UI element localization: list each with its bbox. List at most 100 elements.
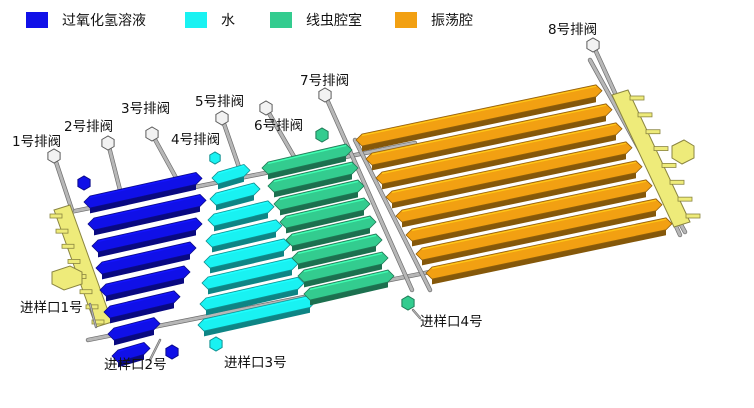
outlet-right-manifold-tooth	[669, 179, 685, 185]
inlet-label-3: 进样口3号	[224, 355, 287, 371]
hydrogen-peroxide-chamber-2-side	[94, 206, 200, 236]
worm-chamber-1-side	[268, 156, 346, 180]
legend-swatch-oscillation-chamber	[395, 12, 417, 28]
worm-chamber-5-highlight	[291, 216, 371, 237]
hydrogen-peroxide-chamber-6-highlight	[109, 291, 175, 309]
inlet-3-cap	[209, 336, 223, 352]
worm-chamber-1-highlight	[267, 144, 347, 165]
legend-item-worm-chamber: 线虫腔室	[270, 10, 362, 30]
water-chamber-6-side	[208, 269, 292, 295]
legend-label-hydrogen-peroxide: 过氧化氢溶液	[62, 13, 146, 29]
water-chamber-6-highlight	[207, 258, 293, 280]
valve-label-7: 7号排阀	[300, 73, 350, 89]
water-chamber-5-highlight	[209, 239, 285, 259]
inlet-cap-blue-top	[77, 175, 91, 191]
hydrogen-peroxide-chamber-8	[111, 341, 151, 363]
water-chamber-3	[207, 200, 275, 227]
valve-stem-5	[264, 106, 298, 162]
water-chamber-1	[211, 163, 251, 185]
outlet-right-port	[671, 139, 695, 165]
valve-stem-4	[220, 116, 242, 172]
inlet-1-manifold-tooth	[67, 259, 81, 264]
worm-chamber-8-highlight	[309, 270, 389, 291]
oscillation-chamber-5	[395, 160, 643, 223]
inlet-4-leader	[412, 309, 421, 319]
valve-label-5: 5号排阀	[195, 94, 245, 110]
valve-label-8: 8号排阀	[548, 22, 598, 38]
water-chamber-7-highlight	[205, 278, 299, 301]
frame-rod-mid	[353, 138, 432, 292]
valve-stem-1	[52, 154, 74, 212]
oscillation-chamber-3	[375, 122, 623, 185]
valve-cap-2	[101, 135, 115, 151]
inlet-1-manifold-tooth	[55, 228, 69, 234]
outlet-right-manifold-tooth	[677, 196, 693, 202]
inlet-label-1: 进样口1号	[20, 300, 83, 316]
water-chamber-2-highlight	[215, 183, 255, 196]
outlet-right-manifold-tooth	[685, 213, 701, 219]
worm-chamber-2	[267, 161, 359, 193]
water-chamber-1-highlight	[217, 165, 245, 175]
worm-chamber-3-side	[280, 192, 358, 216]
water-chamber-2	[209, 182, 261, 206]
water-chamber-4-side	[212, 231, 276, 253]
hydrogen-peroxide-chamber-3	[91, 217, 203, 253]
worm-chamber-2-highlight	[273, 162, 353, 183]
water-chamber-2-side	[216, 195, 254, 211]
hydrogen-peroxide-chamber-1-highlight	[89, 173, 197, 199]
oscillation-chamber-2-highlight	[371, 104, 607, 156]
valve-label-6: 6号排阀	[254, 118, 304, 134]
hydrogen-peroxide-chamber-6-side	[110, 302, 174, 324]
valve-cap-5	[259, 100, 273, 116]
valve-stem-6	[323, 93, 414, 292]
outlet-right-manifold-tooth	[637, 112, 653, 118]
water-chamber-8-side	[204, 307, 310, 337]
worm-chamber-2-side	[274, 174, 352, 198]
legend-label-oscillation-chamber: 振荡腔	[431, 13, 473, 29]
outlet-right-manifold-tooth	[629, 95, 645, 101]
oscillation-chamber-8-side	[432, 229, 666, 285]
water-chamber-3-side	[214, 212, 268, 232]
inlet-1-manifold-tooth	[79, 289, 93, 295]
water-chamber-8-highlight	[203, 296, 311, 322]
inlet-label-2: 进样口2号	[104, 357, 167, 373]
worm-chamber-8	[303, 269, 395, 301]
legend-swatch-worm-chamber	[270, 12, 292, 28]
outlet-right-manifold-tooth	[653, 146, 669, 151]
water-chamber-3-highlight	[213, 201, 269, 217]
worm-chamber-7-side	[304, 264, 382, 288]
oscillation-chamber-7-highlight	[421, 199, 657, 251]
inlet-1-manifold-tooth	[61, 243, 75, 249]
oscillation-chamber-2	[365, 103, 613, 166]
valve-stem-2	[106, 141, 122, 192]
valve-cap-4	[209, 151, 221, 165]
outlet-right-manifold-tooth	[661, 163, 677, 168]
hydrogen-peroxide-chamber-7	[107, 317, 161, 341]
oscillation-chamber-4-highlight	[391, 142, 627, 194]
oscillation-chamber-6	[405, 179, 653, 242]
legend-item-water: 水	[185, 10, 235, 30]
valve-cap-3	[145, 126, 159, 142]
hydrogen-peroxide-chamber-4-side	[102, 254, 190, 280]
worm-chamber-top-cap	[315, 127, 329, 143]
worm-chamber-1	[261, 143, 353, 175]
valve-label-1: 1号排阀	[12, 134, 62, 150]
legend-item-oscillation-chamber: 振荡腔	[395, 10, 473, 30]
hydrogen-peroxide-chamber-3-highlight	[97, 218, 197, 243]
inlet-2-leader	[149, 339, 161, 361]
valve-label-3: 3号排阀	[121, 101, 171, 117]
legend-swatch-water	[185, 12, 207, 28]
worm-chamber-4	[279, 197, 371, 229]
valve-cap-1	[47, 148, 61, 164]
oscillation-chamber-7	[415, 198, 663, 261]
valve-label-4: 4号排阀	[171, 132, 221, 148]
water-chamber-7-side	[206, 289, 298, 316]
inlet-label-4: 进样口4号	[420, 314, 483, 330]
water-chamber-5-side	[210, 250, 284, 274]
inlet-1-manifold-tooth	[91, 319, 105, 325]
oscillation-chamber-1-side	[362, 96, 596, 152]
hydrogen-peroxide-chamber-3-side	[98, 230, 196, 258]
legend-label-worm-chamber: 线虫腔室	[306, 13, 362, 29]
worm-chamber-6	[291, 233, 383, 265]
